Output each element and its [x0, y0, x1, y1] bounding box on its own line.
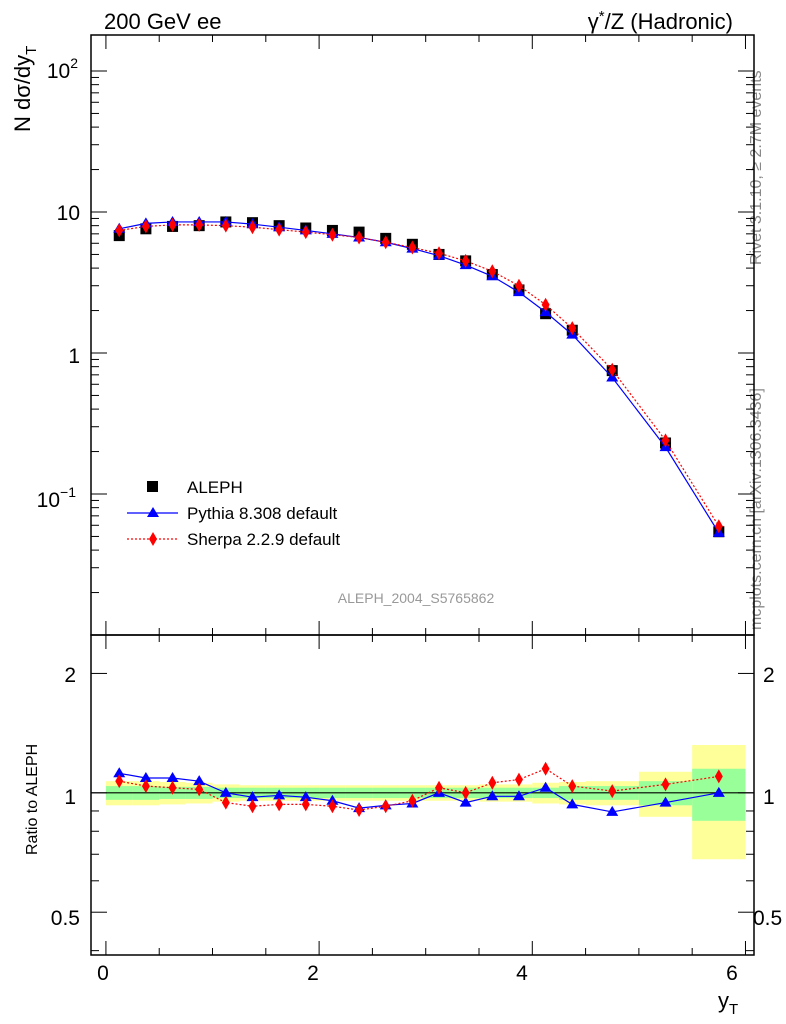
ratio-ytick-label-2-right: 2 — [763, 664, 775, 687]
ratio-point-sherpa — [221, 795, 230, 810]
ratio-point-sherpa — [408, 793, 417, 808]
ratio-point-sherpa — [115, 774, 124, 789]
ratio-point-pythia — [486, 790, 499, 801]
main-ylabel: N dσ/dyT — [10, 46, 40, 132]
ratio-point-sherpa — [195, 782, 204, 797]
ratio-point-pythia — [193, 775, 206, 786]
analysis-id: ALEPH_2004_S5765862 — [338, 590, 495, 606]
data-point-sherpa — [301, 225, 310, 240]
ratio-point-sherpa — [141, 779, 150, 794]
main-ytick-label-01: 10−1 — [37, 484, 77, 512]
ratio-point-pythia — [139, 771, 152, 782]
data-point-sherpa — [661, 433, 670, 448]
ratio-point-sherpa — [608, 784, 617, 799]
series-line-sherpa — [119, 224, 720, 527]
source-text: mcplots.cern.ch [arXiv:1306.3436] — [748, 388, 765, 630]
ratio-point-pythia — [459, 796, 472, 807]
main-ytick-label-100: 102 — [47, 55, 78, 83]
data-point-sherpa — [381, 235, 390, 250]
data-point-sherpa — [248, 220, 257, 235]
data-point-sherpa — [714, 519, 723, 534]
legend-marker-aleph — [147, 481, 158, 492]
ratio-point-sherpa — [488, 775, 497, 790]
ratio-ytick-label-2-left: 2 — [64, 664, 76, 687]
data-point-sherpa — [608, 362, 617, 377]
ratio-point-pythia — [659, 796, 672, 807]
data-point-sherpa — [168, 217, 177, 232]
data-point-sherpa — [541, 297, 550, 312]
ratio-point-sherpa — [541, 761, 550, 776]
ratio-point-sherpa — [381, 799, 390, 814]
xtick-label-6: 6 — [726, 962, 738, 985]
data-point-sherpa — [408, 240, 417, 255]
ratio-point-sherpa — [661, 777, 670, 792]
ratio-ytick-label-05-left: 0.5 — [51, 907, 80, 930]
ratio-ytick-label-1-left: 1 — [64, 786, 76, 809]
ratio-point-sherpa — [248, 799, 257, 814]
ratio-point-pythia — [166, 771, 179, 782]
ratio-point-pythia — [273, 789, 286, 800]
legend-label-aleph: ALEPH — [187, 478, 243, 497]
ratio-point-pythia — [219, 786, 232, 797]
ratio-point-sherpa — [301, 797, 310, 812]
legend-label-sherpa: Sherpa 2.2.9 default — [187, 530, 340, 549]
main-panel: ALEPH_2004_S5765862 — [90, 34, 755, 636]
ratio-panel-frame — [90, 634, 755, 956]
ratio-point-sherpa — [355, 803, 364, 818]
ratio-panel — [90, 634, 755, 956]
ratio-point-sherpa — [714, 769, 723, 784]
ratio-point-pythia — [246, 791, 259, 802]
ratio-point-sherpa — [275, 797, 284, 812]
legend-marker-pythia — [147, 507, 159, 517]
data-point-sherpa — [435, 246, 444, 261]
xtick-label-2: 2 — [307, 962, 319, 985]
data-point-sherpa — [141, 219, 150, 234]
ratio-line-sherpa — [119, 768, 719, 811]
ratio-ylabel: Ratio to ALEPH — [24, 744, 41, 855]
data-point-sherpa — [488, 264, 497, 279]
ratio-point-sherpa — [435, 780, 444, 795]
ratio-point-pythia — [539, 781, 552, 792]
ratio-point-sherpa — [168, 780, 177, 795]
ratio-point-pythia — [512, 790, 525, 801]
data-point-sherpa — [568, 321, 577, 336]
main-axis-ticks — [91, 35, 754, 636]
ratio-axis-ticks — [91, 635, 754, 955]
data-point-sherpa — [461, 253, 470, 268]
ratio-point-sherpa — [328, 799, 337, 814]
legend-label-pythia: Pythia 8.308 default — [187, 504, 338, 523]
ratio-ytick-label-05-right: 0.5 — [753, 907, 782, 930]
chart-title-right: γ*/Z (Hadronic) — [588, 8, 733, 34]
rivet-version-text: Rivet 3.1.10, ≥ 2.7M events — [748, 70, 765, 265]
ratio-point-pythia — [113, 767, 126, 778]
main-ytick-label-10: 10 — [57, 202, 80, 225]
xlabel: yT — [718, 988, 738, 1018]
legend-marker-sherpa — [149, 532, 157, 546]
ratio-point-sherpa — [568, 779, 577, 794]
data-point-sherpa — [115, 223, 124, 238]
legend: ALEPH Pythia 8.308 default Sherpa 2.2.9 … — [127, 478, 340, 549]
data-point-sherpa — [514, 278, 523, 293]
xtick-label-4: 4 — [516, 962, 528, 985]
main-ytick-label-1: 1 — [68, 345, 80, 368]
chart-title-left: 200 GeV ee — [104, 9, 221, 34]
data-point-sherpa — [275, 222, 284, 237]
ratio-point-pythia — [606, 805, 619, 816]
ratio-ytick-label-1-right: 1 — [763, 786, 775, 809]
ratio-point-pythia — [299, 791, 312, 802]
ratio-point-sherpa — [461, 785, 470, 800]
ratio-point-pythia — [566, 798, 579, 809]
data-point-sherpa — [328, 227, 337, 242]
data-point-sherpa — [195, 217, 204, 232]
data-point-sherpa — [355, 230, 364, 245]
xtick-label-0: 0 — [97, 962, 109, 985]
ratio-point-sherpa — [514, 772, 523, 787]
ratio-point-pythia — [712, 786, 725, 797]
data-point-sherpa — [221, 218, 230, 233]
